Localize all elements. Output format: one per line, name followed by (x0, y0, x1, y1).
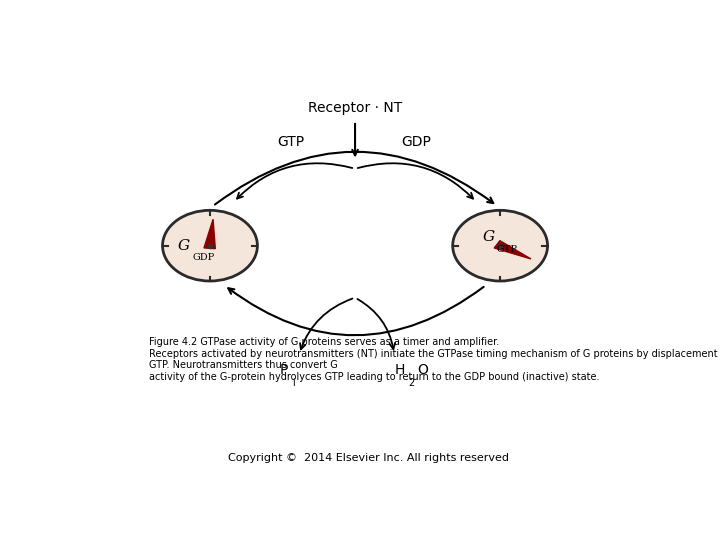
Text: P: P (279, 363, 288, 377)
Text: G: G (178, 239, 190, 253)
Text: 2: 2 (408, 378, 414, 388)
Polygon shape (204, 219, 215, 249)
Text: Receptor · NT: Receptor · NT (308, 102, 402, 116)
Ellipse shape (163, 210, 258, 281)
Text: i: i (292, 378, 295, 388)
Text: GTP: GTP (277, 134, 305, 149)
Text: GDP: GDP (402, 134, 431, 149)
Text: Receptors activated by neurotransmitters (NT) initiate the GTPase timing mechani: Receptors activated by neurotransmitters… (148, 349, 720, 359)
Text: activity of the G-protein hydrolyces GTP leading to return to the GDP bound (ina: activity of the G-protein hydrolyces GTP… (148, 372, 599, 382)
Text: G: G (482, 230, 495, 244)
Text: GDP: GDP (192, 253, 215, 262)
Text: GTP. Neurotransmitters thus convert G: GTP. Neurotransmitters thus convert G (148, 360, 338, 370)
Text: O: O (418, 363, 428, 377)
Text: GTP: GTP (497, 245, 518, 254)
Text: H: H (395, 363, 405, 377)
Text: Figure 4.2 GTPase activity of G proteins serves as a timer and amplifier.: Figure 4.2 GTPase activity of G proteins… (148, 337, 499, 347)
Text: Copyright ©  2014 Elsevier Inc. All rights reserved: Copyright © 2014 Elsevier Inc. All right… (228, 453, 510, 463)
Ellipse shape (453, 210, 547, 281)
Polygon shape (494, 241, 531, 259)
